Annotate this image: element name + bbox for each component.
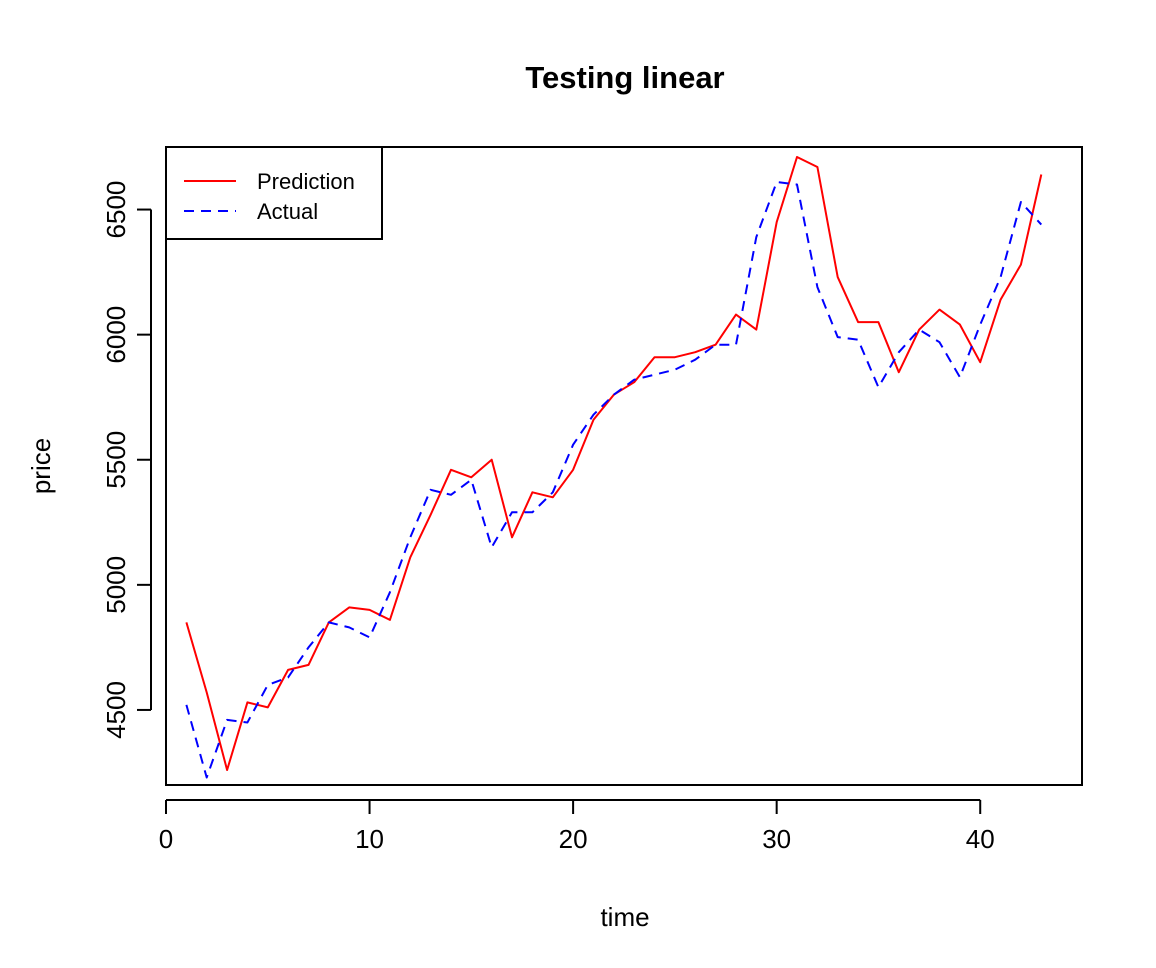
y-tick-label: 4500	[101, 681, 131, 739]
x-tick-label: 20	[559, 824, 588, 854]
x-tick-label: 10	[355, 824, 384, 854]
x-tick-label: 30	[762, 824, 791, 854]
series-line-prediction	[185, 156, 1043, 771]
x-axis-label: time	[600, 902, 649, 932]
y-tick-label: 6500	[101, 181, 131, 239]
legend-box	[165, 146, 383, 240]
x-tick-label: 0	[159, 824, 173, 854]
chart-title: Testing linear	[525, 60, 724, 95]
y-tick-label: 5500	[101, 431, 131, 489]
y-tick-label: 6000	[101, 306, 131, 364]
plot-frame	[165, 146, 1083, 786]
y-axis-label: price	[26, 438, 56, 494]
legend-label-actual: Actual	[257, 199, 318, 224]
series-line-actual	[185, 181, 1043, 779]
legend-label-prediction: Prediction	[257, 169, 355, 194]
legend: Prediction Actual	[165, 146, 383, 240]
y-tick-label: 5000	[101, 556, 131, 614]
x-tick-label: 40	[966, 824, 995, 854]
